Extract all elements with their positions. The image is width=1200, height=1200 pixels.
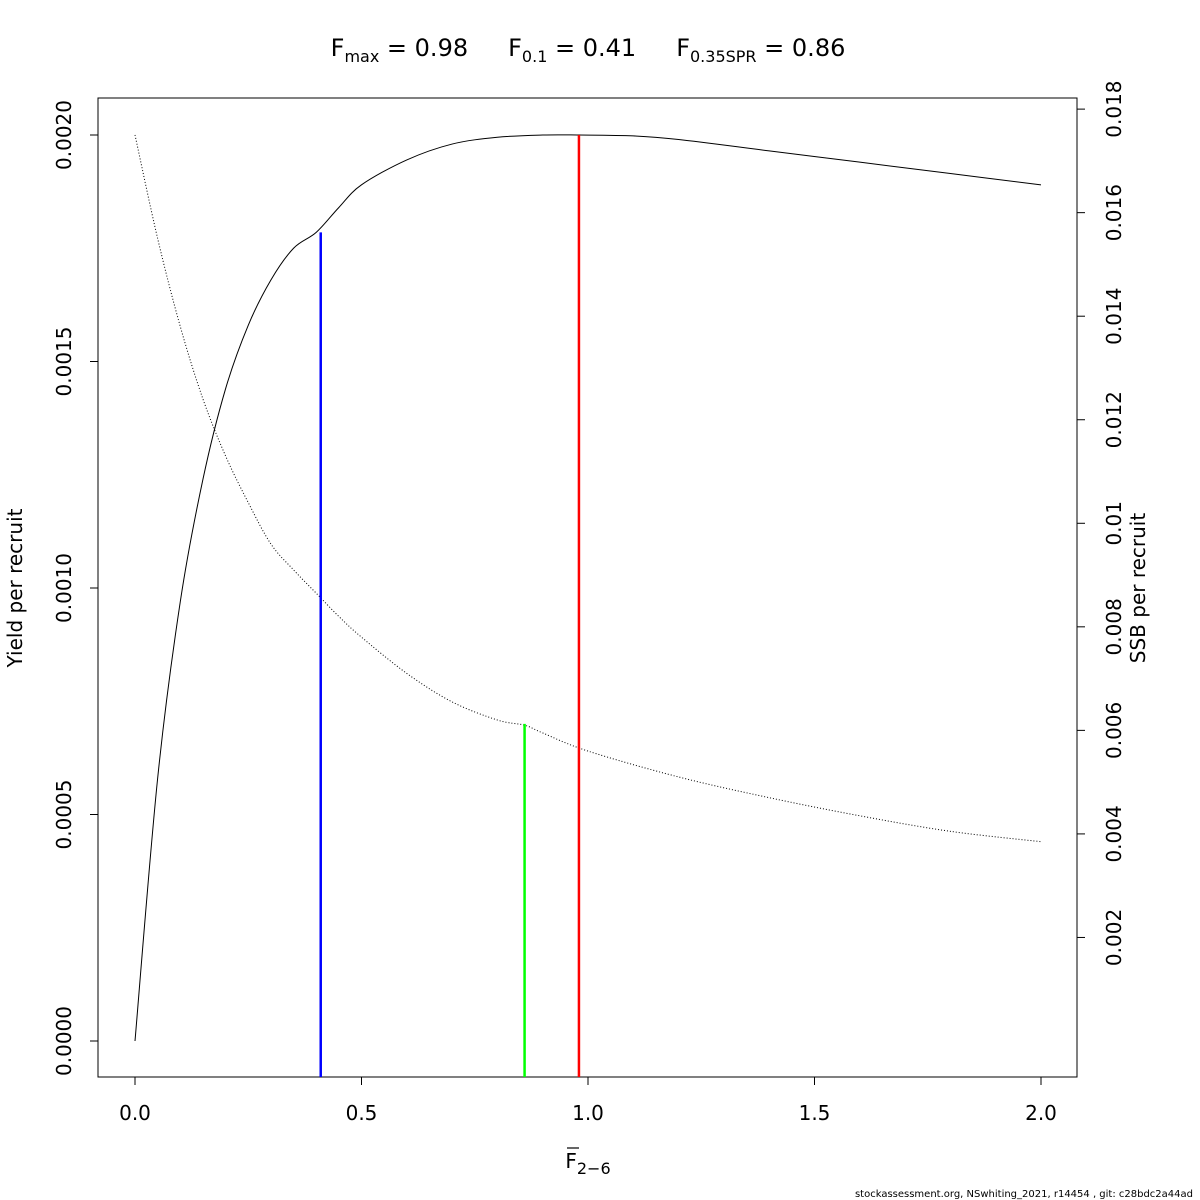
x-axis-title-subscript: 2−6 [577,1159,611,1178]
title-part-subscript: 0.1 [522,47,547,66]
y-axis-right: 0.002 0.004 0.006 0.008 0.01 0.012 0.014 0.016 0… [1077,80,1126,966]
x-tick-label: 0.0 [119,1101,151,1125]
chart-title: Fmax = 0.98 F0.1 = 0.41 F0.35SPR = 0.86 [331,34,846,66]
y-axis-left: 0.0000 0.0005 0.0010 0.0015 0.0020 [52,100,98,1076]
y2-tick-label: 0.002 [1102,909,1126,966]
y-tick-label: 0.0010 [52,553,76,623]
y2-tick-label: 0.006 [1102,702,1126,759]
plot-frame [97,97,1078,1078]
ssb-per-recruit-curve [134,134,1042,843]
x-axis-title: F2−6 [565,1149,610,1178]
x-axis-title-symbol: F [565,1149,577,1173]
y2-tick-label: 0.01 [1102,501,1126,546]
y-axis-title: Yield per recruit [3,508,27,668]
title-part-subscript: 0.35SPR [690,47,757,66]
y2-tick-label: 0.004 [1102,805,1126,862]
y-tick-label: 0.0005 [52,780,76,850]
y2-tick-label: 0.008 [1102,598,1126,655]
footer-text: stockassessment.org, NSwhiting_2021, r14… [855,1189,1193,1200]
y-tick-label: 0.0000 [52,1006,76,1076]
title-part: F [331,34,345,62]
reference-lines [319,135,581,1077]
x-tick-label: 2.0 [1025,1101,1057,1125]
title-part-subscript: max [344,47,379,66]
series-layer [134,134,1042,1042]
y2-tick-label: 0.012 [1102,391,1126,448]
title-part-value: = 0.98 [379,34,468,62]
x-tick-label: 0.5 [346,1101,378,1125]
y2-axis-title: SSB per recruit [1126,513,1150,664]
title-part-value: = 0.41 [547,34,636,62]
title-part: F [508,34,522,62]
x-tick-label: 1.5 [799,1101,831,1125]
y2-tick-label: 0.014 [1102,288,1126,345]
title-part-value: = 0.86 [757,34,846,62]
y2-tick-label: 0.016 [1102,184,1126,241]
title-part: F [676,34,690,62]
yield-per-recruit-curve [134,134,1042,1042]
y2-tick-label: 0.018 [1102,80,1126,137]
x-axis: 0.0 0.5 1.0 1.5 2.0 [119,1077,1057,1125]
y-tick-label: 0.0020 [52,100,76,170]
x-tick-label: 1.0 [572,1101,604,1125]
y-tick-label: 0.0015 [52,327,76,397]
